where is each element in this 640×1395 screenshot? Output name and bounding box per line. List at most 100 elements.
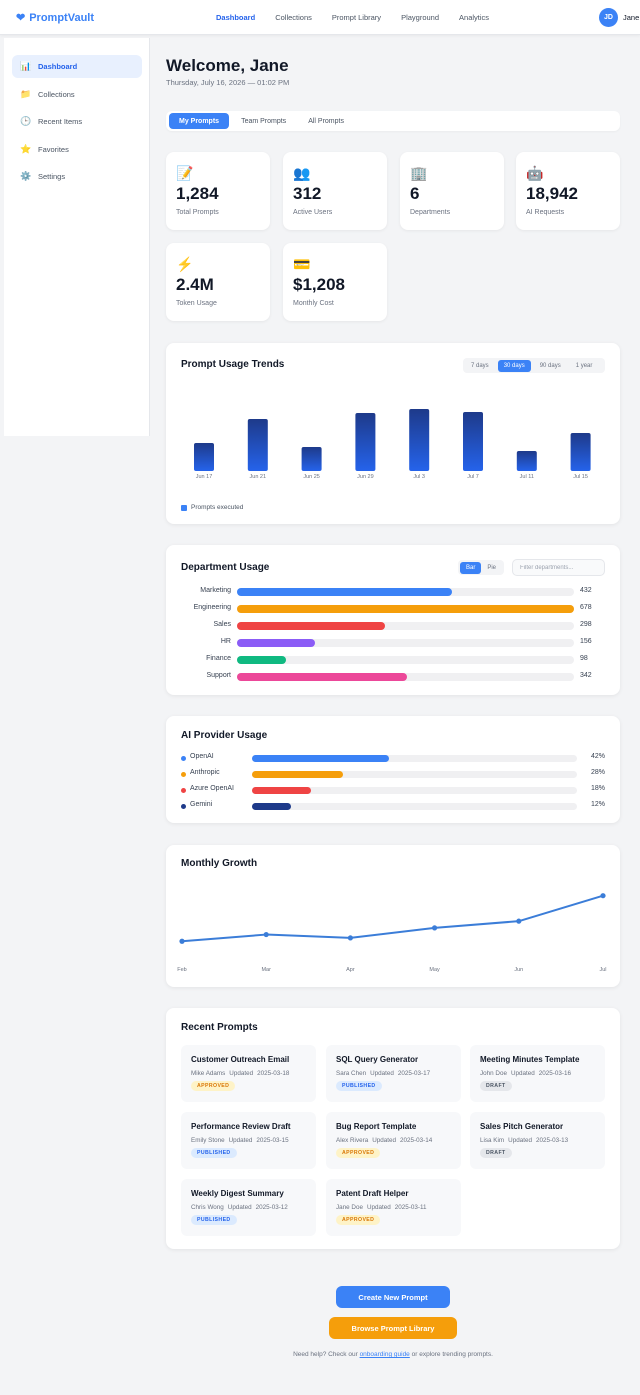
- department-row: Engineering 678: [166, 603, 620, 615]
- tab-team-prompts[interactable]: Team Prompts: [241, 117, 287, 125]
- department-bar: [237, 622, 386, 630]
- usage-bar[interactable]: [355, 413, 376, 471]
- stat-value: 1,284: [176, 184, 219, 203]
- toggle-bar[interactable]: Bar: [460, 561, 482, 574]
- sidebar-item-label: Recent Items: [38, 117, 83, 126]
- bar-chart-icon: 📊: [20, 61, 32, 71]
- department-bar-track: [237, 588, 574, 596]
- usage-bar[interactable]: [463, 412, 483, 471]
- prompt-meta: Lisa Kim Updated 2025-03-13: [480, 1137, 595, 1144]
- prompt-scope-tabs: My Prompts Team Prompts All Prompts: [166, 111, 620, 131]
- nav-analytics[interactable]: Analytics: [459, 13, 490, 22]
- provider-bar: [252, 755, 389, 762]
- prompt-card[interactable]: Customer Outreach Email Mike Adams Updated…: [181, 1045, 316, 1102]
- x-tick-label: Jul 15: [573, 474, 588, 480]
- status-badge: DRAFT: [480, 1148, 512, 1158]
- nav-dashboard[interactable]: Dashboard: [216, 13, 256, 22]
- growth-point[interactable]: [179, 938, 185, 944]
- department-value: 98: [580, 655, 588, 662]
- avatar[interactable]: JD: [599, 8, 618, 27]
- usage-bar[interactable]: [247, 419, 268, 471]
- monthly-growth-card: Monthly Growth Feb Mar Apr May Jun Jul: [166, 845, 620, 987]
- range-1-year[interactable]: 1 year: [575, 362, 593, 369]
- usage-bar[interactable]: [194, 443, 214, 471]
- prompt-card[interactable]: Patent Draft Helper Jane Doe Updated 2025-0…: [326, 1179, 461, 1236]
- folder-icon: 📁: [20, 89, 32, 99]
- prompt-card[interactable]: Performance Review Draft Emily Stone Updat…: [181, 1112, 316, 1169]
- x-tick-label: Feb: [177, 967, 186, 973]
- prompt-card[interactable]: Bug Report Template Alex Rivera Updated 202…: [326, 1112, 461, 1169]
- range-90-days[interactable]: 90 days: [539, 362, 561, 369]
- x-tick-label: Apr: [346, 967, 355, 973]
- sidebar-item-label: Favorites: [38, 145, 69, 154]
- x-tick-label: Mar: [261, 967, 271, 973]
- sidebar-item-recent[interactable]: 🕒 Recent Items: [12, 110, 142, 133]
- growth-point[interactable]: [516, 918, 522, 924]
- create-prompt-button[interactable]: Create New Prompt: [336, 1286, 450, 1308]
- tab-my-prompts[interactable]: My Prompts: [169, 113, 230, 129]
- prompt-title: Bug Report Template: [336, 1122, 417, 1131]
- memo-icon: 📝: [176, 165, 194, 181]
- nav-playground[interactable]: Playground: [401, 13, 440, 22]
- x-tick-label: Jul: [599, 967, 606, 973]
- robot-icon: 🤖: [526, 165, 544, 181]
- provider-bar: [252, 787, 311, 794]
- top-navbar: ❤ PromptVault Dashboard Collections Prom…: [0, 0, 640, 35]
- department-name: Engineering: [193, 604, 231, 611]
- growth-point[interactable]: [347, 935, 353, 941]
- x-tick-label: Jul 3: [413, 474, 425, 480]
- prompt-title: Sales Pitch Generator: [480, 1122, 564, 1131]
- prompt-card[interactable]: Meeting Minutes Template John Doe Updated 2…: [470, 1045, 605, 1102]
- range-30-days[interactable]: 30 days: [497, 359, 531, 372]
- recent-prompts-card: Recent Prompts Customer Outreach Email Mi…: [166, 1008, 620, 1249]
- department-value: 342: [580, 672, 592, 679]
- prompt-date: 2025-03-13: [535, 1137, 569, 1144]
- nav-prompt-library[interactable]: Prompt Library: [331, 13, 382, 22]
- department-bar-track: [237, 622, 574, 630]
- help-text: Need help? Check our onboarding guide or…: [0, 1351, 640, 1358]
- onboarding-guide-link[interactable]: onboarding guide: [359, 1351, 410, 1358]
- sidebar-item-settings[interactable]: ⚙️ Settings: [12, 165, 142, 188]
- prompt-author: Sara Chen: [336, 1070, 367, 1077]
- clock-icon: 🕒: [20, 116, 32, 126]
- growth-line-chart: Feb Mar Apr May Jun Jul: [177, 893, 607, 973]
- stat-label: Active Users: [293, 209, 333, 216]
- range-7-days[interactable]: 7 days: [471, 362, 489, 369]
- sidebar-item-collections[interactable]: 📁 Collections: [12, 83, 142, 106]
- app-logo[interactable]: ❤ PromptVault: [16, 11, 94, 25]
- tab-all-prompts[interactable]: All Prompts: [308, 117, 344, 125]
- provider-row: OpenAI 42%: [166, 752, 620, 764]
- updated-prefix: Updated: [228, 1137, 253, 1144]
- usage-bar[interactable]: [409, 409, 430, 471]
- department-bar: [237, 605, 574, 613]
- users-icon: 👥: [293, 165, 311, 181]
- usage-bar[interactable]: [570, 433, 591, 471]
- prompt-card[interactable]: Sales Pitch Generator Lisa Kim Updated 2025…: [470, 1112, 605, 1169]
- toggle-pie[interactable]: Pie: [487, 564, 497, 571]
- x-tick-label: Jun 29: [357, 474, 374, 480]
- x-tick-label: Jun: [514, 967, 523, 973]
- sidebar-item-dashboard[interactable]: 📊 Dashboard: [12, 55, 142, 78]
- prompt-card[interactable]: Weekly Digest Summary Chris Wong Updated 20…: [181, 1179, 316, 1236]
- usage-bar[interactable]: [301, 447, 322, 471]
- user-name[interactable]: Jane: [623, 13, 640, 22]
- usage-bar[interactable]: [516, 451, 537, 471]
- sidebar-item-label: Dashboard: [38, 62, 78, 71]
- prompt-meta: Chris Wong Updated 2025-03-12: [191, 1204, 306, 1211]
- growth-point[interactable]: [263, 931, 269, 938]
- sidebar-item-favorites[interactable]: ⭐ Favorites: [12, 138, 142, 161]
- provider-bar-track: [252, 803, 577, 810]
- browse-library-button[interactable]: Browse Prompt Library: [329, 1317, 457, 1339]
- prompt-date: 2025-03-11: [394, 1204, 427, 1211]
- growth-point[interactable]: [432, 925, 438, 931]
- department-filter-input[interactable]: [512, 559, 605, 576]
- prompt-card[interactable]: SQL Query Generator Sara Chen Updated 2025-…: [326, 1045, 461, 1102]
- growth-point[interactable]: [600, 893, 606, 899]
- stat-card-ai-requests: 🤖 18,942 AI Requests: [516, 152, 620, 230]
- gear-icon: ⚙️: [20, 171, 32, 181]
- status-badge: APPROVED: [336, 1148, 381, 1158]
- provider-percent: 42%: [591, 753, 606, 760]
- prompt-meta: Emily Stone Updated 2025-03-15: [191, 1137, 306, 1144]
- nav-collections[interactable]: Collections: [275, 13, 312, 22]
- chart-type-toggle: Bar Pie: [458, 560, 505, 575]
